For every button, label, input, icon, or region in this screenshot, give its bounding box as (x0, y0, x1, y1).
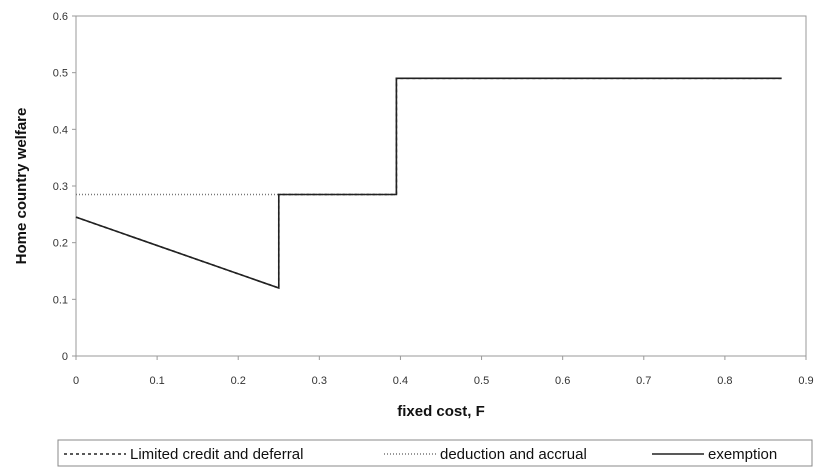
x-tick-label: 0.9 (798, 375, 813, 387)
x-tick-label: 0.8 (717, 375, 732, 387)
x-tick-label: 0.3 (312, 375, 327, 387)
y-tick-label: 0.5 (53, 68, 68, 80)
plot-area (75, 15, 807, 357)
y-tick-label: 0.6 (53, 11, 68, 23)
y-axis-ticks: 0 0.1 0.2 0.3 0.4 0.5 0.6 (53, 11, 76, 363)
x-tick-label: 0.5 (474, 375, 489, 387)
series-layer (75, 77, 782, 290)
x-tick-label: 0.2 (231, 375, 246, 387)
y-axis-title: Home country welfare (13, 108, 30, 265)
series-line-exemption (75, 77, 782, 290)
legend: Limited credit and deferral deduction an… (57, 439, 813, 467)
y-tick-label: 0.3 (53, 181, 68, 193)
x-tick-label: 0.6 (555, 375, 570, 387)
x-axis-ticks: 0 0.1 0.2 0.3 0.4 0.5 0.6 0.7 0.8 0.9 (73, 356, 814, 387)
series-line-deduction-and-accrual (76, 77, 782, 196)
x-tick-label: 0 (73, 375, 79, 387)
x-axis-title: fixed cost, F (397, 403, 485, 420)
y-tick-label: 0.1 (53, 294, 68, 306)
legend-label-exemption: exemption (708, 446, 777, 463)
x-tick-label: 0.4 (393, 375, 408, 387)
series-line-limited-credit-and-deferral (75, 77, 782, 290)
y-tick-label: 0 (62, 351, 68, 363)
x-tick-label: 0.7 (636, 375, 651, 387)
y-tick-label: 0.4 (53, 124, 68, 136)
legend-label-limited-credit: Limited credit and deferral (130, 446, 303, 463)
x-tick-label: 0.1 (149, 375, 164, 387)
legend-box (57, 439, 813, 467)
y-tick-label: 0.2 (53, 238, 68, 250)
legend-label-deduction: deduction and accrual (440, 446, 587, 463)
